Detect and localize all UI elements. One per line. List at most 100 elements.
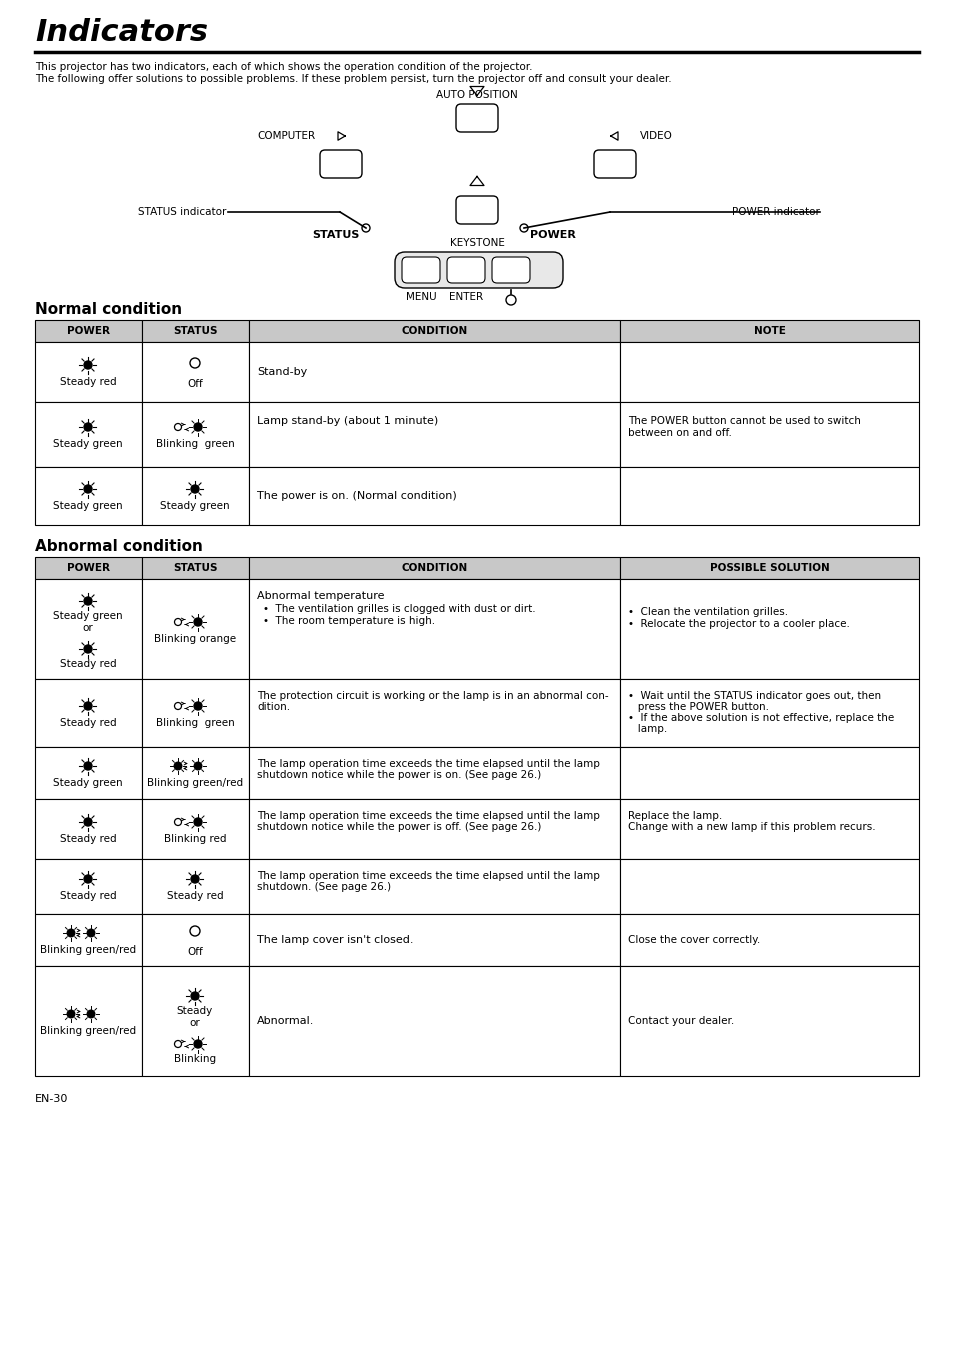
Text: Blinking orange: Blinking orange bbox=[153, 634, 235, 644]
Bar bbox=[35, 799, 142, 859]
Circle shape bbox=[84, 485, 91, 493]
Bar bbox=[619, 319, 918, 342]
FancyBboxPatch shape bbox=[319, 150, 361, 178]
Text: The protection circuit is working or the lamp is in an abnormal con-: The protection circuit is working or the… bbox=[256, 692, 608, 701]
Text: Replace the lamp.: Replace the lamp. bbox=[627, 811, 721, 821]
FancyBboxPatch shape bbox=[492, 257, 530, 283]
Text: MENU: MENU bbox=[405, 293, 436, 302]
Text: The lamp cover isn't closed.: The lamp cover isn't closed. bbox=[256, 936, 413, 945]
Circle shape bbox=[84, 875, 91, 883]
Circle shape bbox=[84, 762, 91, 770]
Text: Normal condition: Normal condition bbox=[35, 302, 182, 317]
Text: •  Clean the ventilation grilles.: • Clean the ventilation grilles. bbox=[627, 607, 787, 617]
Text: Blinking: Blinking bbox=[173, 1054, 215, 1064]
Text: Abnormal temperature: Abnormal temperature bbox=[256, 590, 384, 601]
Circle shape bbox=[193, 423, 202, 431]
Text: Blinking green/red: Blinking green/red bbox=[147, 778, 243, 789]
Text: The POWER button cannot be used to switch
between on and off.: The POWER button cannot be used to switc… bbox=[627, 417, 860, 438]
Bar bbox=[35, 967, 142, 1076]
Text: Indicators: Indicators bbox=[35, 18, 208, 47]
Text: Steady green: Steady green bbox=[160, 501, 230, 511]
Text: COMPUTER: COMPUTER bbox=[257, 131, 315, 142]
Text: Steady red: Steady red bbox=[60, 377, 116, 387]
Bar bbox=[35, 402, 142, 466]
Bar bbox=[35, 580, 142, 679]
Bar bbox=[142, 747, 249, 799]
Text: POWER indicator: POWER indicator bbox=[731, 208, 820, 217]
Text: The following offer solutions to possible problems. If these problem persist, tu: The following offer solutions to possibl… bbox=[35, 74, 671, 84]
FancyBboxPatch shape bbox=[594, 150, 636, 178]
Text: •  The room temperature is high.: • The room temperature is high. bbox=[263, 616, 435, 625]
Text: or: or bbox=[83, 623, 93, 634]
Text: Off: Off bbox=[187, 948, 203, 957]
Bar bbox=[142, 914, 249, 967]
Text: Blinking red: Blinking red bbox=[164, 834, 226, 844]
Text: The lamp operation time exceeds the time elapsed until the lamp: The lamp operation time exceeds the time… bbox=[256, 759, 599, 768]
Bar bbox=[619, 747, 918, 799]
Text: Steady red: Steady red bbox=[60, 659, 116, 669]
Circle shape bbox=[84, 644, 91, 652]
Bar bbox=[619, 402, 918, 466]
Text: Steady green: Steady green bbox=[53, 439, 123, 449]
Bar bbox=[142, 557, 249, 580]
Text: The power is on. (Normal condition): The power is on. (Normal condition) bbox=[256, 491, 456, 501]
Text: •  Wait until the STATUS indicator goes out, then: • Wait until the STATUS indicator goes o… bbox=[627, 692, 881, 701]
Bar bbox=[35, 557, 142, 580]
Bar bbox=[249, 342, 619, 402]
Text: Blinking green/red: Blinking green/red bbox=[40, 945, 136, 954]
Bar bbox=[142, 319, 249, 342]
Text: Contact your dealer.: Contact your dealer. bbox=[627, 1016, 734, 1026]
Bar bbox=[619, 967, 918, 1076]
Text: STATUS: STATUS bbox=[173, 563, 217, 573]
Bar bbox=[619, 557, 918, 580]
Circle shape bbox=[67, 929, 74, 937]
Text: lamp.: lamp. bbox=[627, 724, 666, 735]
Circle shape bbox=[87, 929, 94, 937]
Bar bbox=[249, 466, 619, 524]
Text: Steady red: Steady red bbox=[60, 834, 116, 844]
FancyBboxPatch shape bbox=[456, 195, 497, 224]
Bar bbox=[35, 747, 142, 799]
Bar bbox=[619, 342, 918, 402]
Bar bbox=[142, 859, 249, 914]
Text: dition.: dition. bbox=[256, 702, 290, 712]
Bar bbox=[249, 914, 619, 967]
Text: Blinking  green: Blinking green bbox=[155, 718, 234, 728]
Bar bbox=[249, 747, 619, 799]
Bar bbox=[249, 799, 619, 859]
Text: Steady green: Steady green bbox=[53, 778, 123, 789]
Bar bbox=[142, 580, 249, 679]
Bar bbox=[35, 342, 142, 402]
Text: Steady red: Steady red bbox=[60, 718, 116, 728]
Circle shape bbox=[193, 818, 202, 826]
Text: POWER: POWER bbox=[67, 326, 110, 336]
Text: The lamp operation time exceeds the time elapsed until the lamp: The lamp operation time exceeds the time… bbox=[256, 871, 599, 882]
Circle shape bbox=[194, 762, 202, 770]
Text: STATUS: STATUS bbox=[173, 326, 217, 336]
Circle shape bbox=[191, 485, 199, 493]
Circle shape bbox=[193, 702, 202, 710]
Bar bbox=[249, 557, 619, 580]
Text: Change with a new lamp if this problem recurs.: Change with a new lamp if this problem r… bbox=[627, 822, 875, 832]
Text: •  The ventilation grilles is clogged with dust or dirt.: • The ventilation grilles is clogged wit… bbox=[263, 604, 535, 613]
Circle shape bbox=[84, 361, 91, 369]
Bar bbox=[142, 799, 249, 859]
Text: Steady red: Steady red bbox=[167, 891, 223, 900]
Text: NOTE: NOTE bbox=[753, 326, 784, 336]
Text: Lamp stand-by (about 1 minute): Lamp stand-by (about 1 minute) bbox=[256, 417, 437, 426]
Text: VIDEO: VIDEO bbox=[639, 131, 672, 142]
Circle shape bbox=[67, 1010, 74, 1018]
FancyBboxPatch shape bbox=[401, 257, 439, 283]
Circle shape bbox=[191, 992, 199, 1000]
Circle shape bbox=[84, 702, 91, 710]
Bar bbox=[35, 679, 142, 747]
Text: POSSIBLE SOLUTION: POSSIBLE SOLUTION bbox=[709, 563, 828, 573]
Bar bbox=[142, 967, 249, 1076]
Text: STATUS: STATUS bbox=[313, 231, 359, 240]
Bar bbox=[249, 402, 619, 466]
FancyBboxPatch shape bbox=[456, 104, 497, 132]
Text: ENTER: ENTER bbox=[449, 293, 482, 302]
Text: shutdown notice while the power is off. (See page 26.): shutdown notice while the power is off. … bbox=[256, 822, 540, 832]
Text: •  If the above solution is not effective, replace the: • If the above solution is not effective… bbox=[627, 713, 893, 723]
Text: The lamp operation time exceeds the time elapsed until the lamp: The lamp operation time exceeds the time… bbox=[256, 811, 599, 821]
